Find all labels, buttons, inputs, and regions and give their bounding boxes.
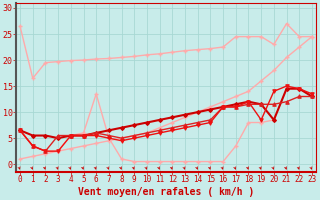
X-axis label: Vent moyen/en rafales ( km/h ): Vent moyen/en rafales ( km/h ) bbox=[78, 187, 254, 197]
